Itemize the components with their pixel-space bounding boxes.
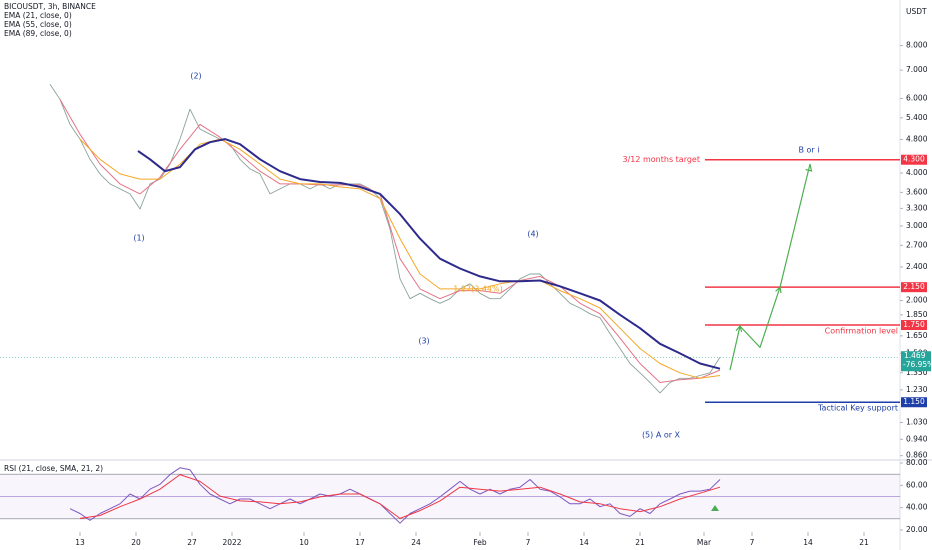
level-text: Confirmation level <box>825 327 898 336</box>
level-text: Tactical Key support <box>817 404 898 413</box>
x-tick-label: 7 <box>750 538 755 547</box>
projection-arrowhead <box>805 163 813 172</box>
wave-label: (1) <box>133 234 144 243</box>
legend-entry: EMA (89, close, 0) <box>4 29 72 38</box>
annotation: 1.27(3.44%) <box>453 285 502 294</box>
rsi-ma-line <box>79 474 721 519</box>
y-tick-label: 3.300 <box>906 203 928 212</box>
level-badge-label: 1.150 <box>903 397 925 406</box>
level-badge-label: 1.750 <box>903 320 925 329</box>
x-tick-label: 24 <box>411 538 421 547</box>
x-tick-label: 17 <box>355 538 365 547</box>
legend-entry: EMA (55, close, 0) <box>4 20 72 29</box>
chart-title: BICOUSDT, 3h, BINANCE <box>4 2 96 11</box>
x-tick-label: Mar <box>697 538 712 547</box>
wave-label: (4) <box>527 230 538 239</box>
y-tick-label: 1.850 <box>906 310 928 319</box>
y-tick-label: 4.000 <box>906 168 928 177</box>
ema-line <box>137 138 721 370</box>
y-tick-label: 40.00 <box>906 503 928 512</box>
y-tick-label: 7.000 <box>906 65 928 74</box>
x-tick-label: 27 <box>187 538 197 547</box>
ema-line <box>59 99 721 383</box>
legend-entry: EMA (21, close, 0) <box>4 11 72 20</box>
price-line <box>49 84 721 394</box>
last-price-badge <box>901 351 931 372</box>
y-tick-label: 8.000 <box>906 41 928 50</box>
signal-marker <box>711 505 719 511</box>
y-tick-label: 0.940 <box>906 434 928 443</box>
x-tick-label: 20 <box>131 538 141 547</box>
projection-path <box>729 163 811 371</box>
y-tick-label: 3.600 <box>906 187 928 196</box>
wave-label: (2) <box>190 72 201 81</box>
level-badge <box>901 397 927 408</box>
x-tick-label: Feb <box>473 538 487 547</box>
wave-label: (3) <box>418 337 429 346</box>
y-tick-label: 3.000 <box>906 221 928 230</box>
wave-label: (5) A or X <box>642 431 681 440</box>
y-tick-label: 0.860 <box>906 451 928 460</box>
last-price-label: 1.469 <box>904 351 926 360</box>
y-axis-label: USDT <box>906 7 927 16</box>
y-tick-label: 1.230 <box>906 385 928 394</box>
x-tick-label: 21 <box>859 538 869 547</box>
y-tick-label: 6.000 <box>906 93 928 102</box>
projection-arrowhead <box>775 285 782 294</box>
x-tick-label: 2022 <box>222 538 241 547</box>
y-tick-label: 1.350 <box>906 368 928 377</box>
level-badge-label: 2.150 <box>903 282 925 291</box>
x-tick-label: 14 <box>803 538 813 547</box>
y-tick-label: 2.000 <box>906 295 928 304</box>
projection-arrowhead <box>735 324 743 333</box>
ema-line <box>79 138 721 379</box>
level-badge <box>901 282 927 293</box>
last-price-change: -76.95% <box>903 360 932 369</box>
x-tick-label: 14 <box>579 538 589 547</box>
y-tick-label: 80.00 <box>906 458 928 467</box>
y-tick-label: 2.400 <box>906 262 928 271</box>
level-badge <box>901 320 927 331</box>
x-tick-label: 13 <box>75 538 85 547</box>
x-tick-label: 21 <box>635 538 645 547</box>
y-tick-label: 2.700 <box>906 240 928 249</box>
y-tick-label: 20.00 <box>906 525 928 534</box>
y-tick-label: 5.400 <box>906 113 928 122</box>
y-tick-label: 4.800 <box>906 135 928 144</box>
rsi-title: RSI (21, close, SMA, 21, 2) <box>4 464 103 473</box>
level-text: 3/12 months target <box>622 155 700 164</box>
rsi-line <box>69 467 721 524</box>
y-tick-label: 1.650 <box>906 331 928 340</box>
y-tick-label: 1.030 <box>906 418 928 427</box>
x-tick-label: 7 <box>526 538 531 547</box>
x-tick-label: 10 <box>299 538 309 547</box>
wave-label: B or i <box>799 146 820 155</box>
y-tick-label: 60.00 <box>906 480 928 489</box>
level-badge <box>901 154 927 165</box>
level-badge-label: 4.300 <box>903 155 925 164</box>
